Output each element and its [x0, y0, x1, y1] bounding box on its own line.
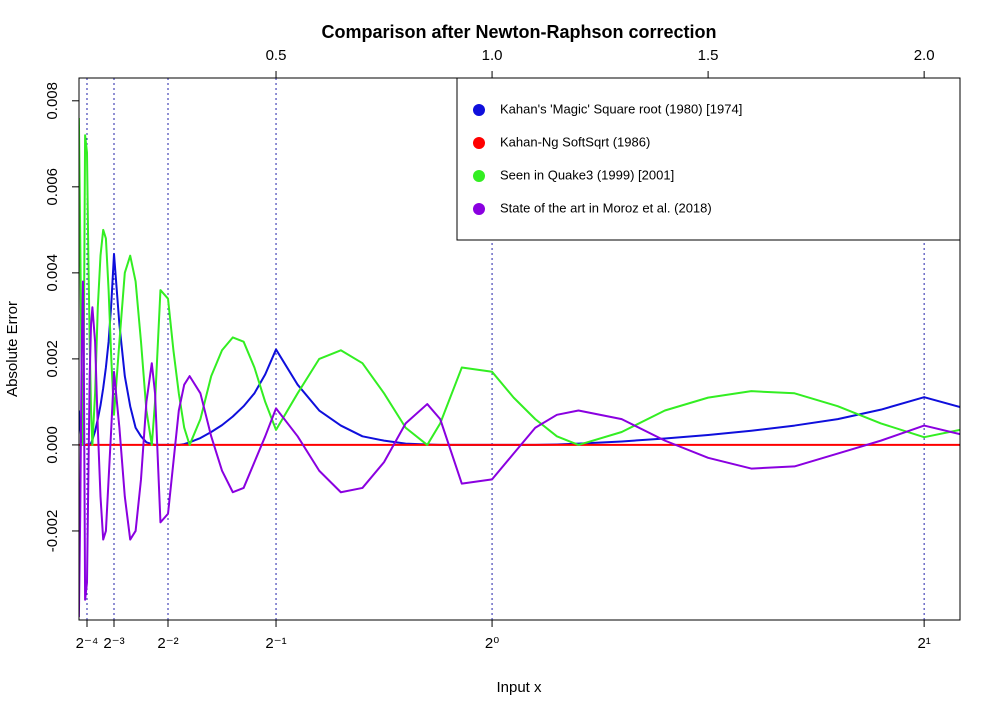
x-tick-label: 2⁰ [485, 635, 499, 652]
x2-tick-label: 2.0 [914, 47, 935, 64]
series-line [79, 280, 960, 618]
x2-tick-label: 0.5 [266, 47, 287, 64]
legend-label: Seen in Quake3 (1999) [2001] [500, 167, 674, 182]
x-axis-label: Input x [496, 679, 542, 696]
legend-marker [473, 104, 485, 116]
y-tick-label: 0.006 [44, 168, 61, 206]
legend-marker [473, 137, 485, 149]
y-tick-label: -0.002 [44, 510, 61, 553]
x-tick-label: 2⁻⁴ [76, 635, 99, 652]
y-tick-label: 0.004 [44, 254, 61, 292]
x-tick-label: 2⁻³ [103, 635, 124, 652]
legend-label: State of the art in Moroz et al. (2018) [500, 200, 712, 215]
y-tick-label: 0.000 [44, 426, 61, 464]
legend-marker [473, 170, 485, 182]
x-tick-label: 2⁻² [157, 635, 178, 652]
plot-lines [79, 117, 960, 618]
x2-tick-label: 1.0 [482, 47, 503, 64]
series-line [79, 117, 960, 446]
legend-label: Kahan's 'Magic' Square root (1980) [1974… [500, 101, 742, 116]
y-tick-label: 0.008 [44, 82, 61, 120]
legend-marker [473, 203, 485, 215]
legend-box [456, 77, 961, 241]
x-tick-label: 2⁻¹ [265, 635, 286, 652]
x2-tick-label: 1.5 [698, 47, 719, 64]
chart-title: Comparison after Newton-Raphson correcti… [321, 22, 716, 42]
y-axis-label: Absolute Error [4, 301, 21, 397]
x-tick-label: 2¹ [917, 635, 930, 652]
y-tick-label: 0.002 [44, 340, 61, 378]
legend-label: Kahan-Ng SoftSqrt (1986) [500, 134, 650, 149]
series-line [79, 252, 960, 446]
